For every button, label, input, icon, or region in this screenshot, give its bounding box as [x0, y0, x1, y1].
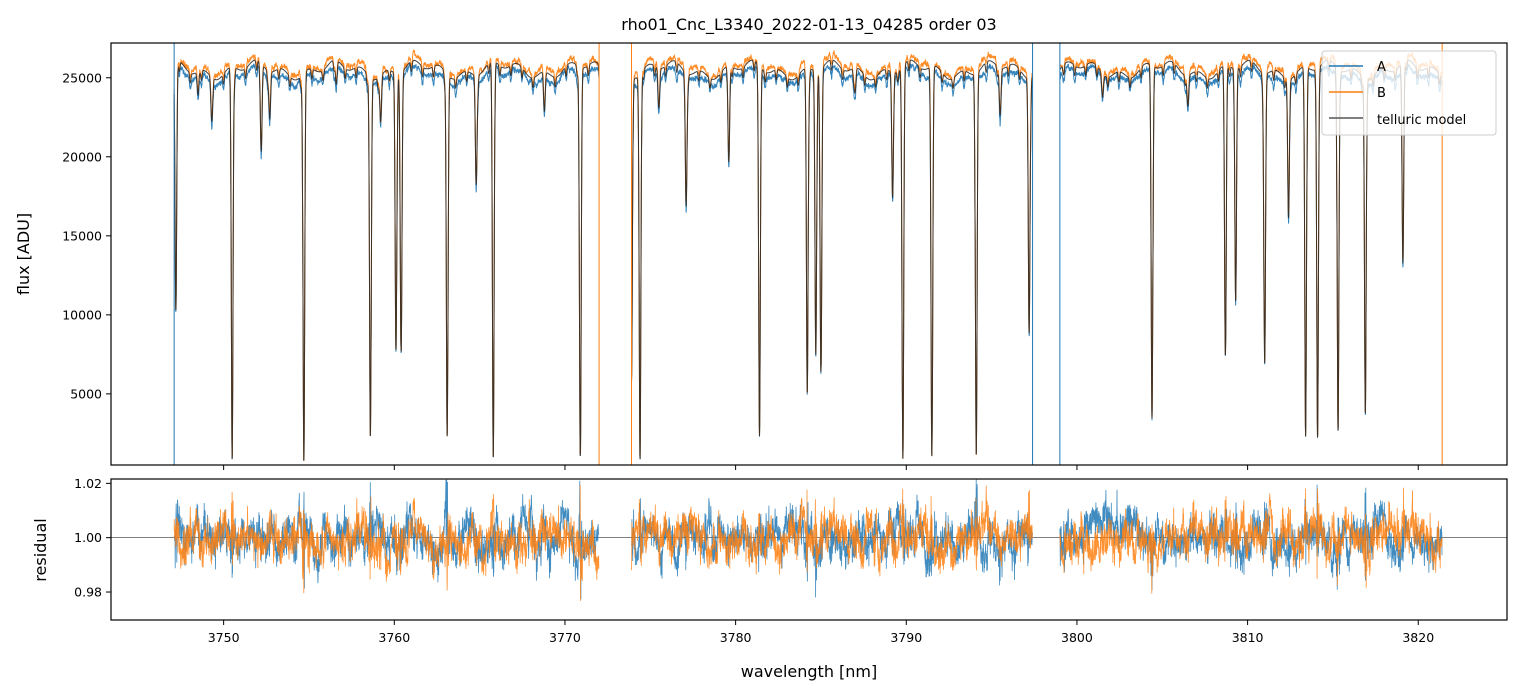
series-a-line-segment-2 — [631, 63, 1033, 460]
bottom-y-tick-label: 1.00 — [74, 530, 102, 545]
x-tick-label: 3820 — [1402, 630, 1434, 645]
residual-b-line-segment-1 — [173, 484, 600, 601]
legend: A B telluric model — [1321, 50, 1497, 136]
legend-label-telluric: telluric model — [1377, 113, 1466, 128]
residual-panel: 0.98 1.00 1.02 3750 3760 3770 3780 3790 3800 3810… — [74, 476, 1508, 645]
series-b-line-segment-1 — [173, 49, 600, 461]
x-tick-label: 3790 — [890, 630, 922, 645]
x-tick-label: 3810 — [1232, 630, 1264, 645]
bottom-plot-frame — [110, 478, 1508, 621]
bottom-y-axis-label: residual — [31, 518, 50, 581]
bottom-y-tick-label: 1.02 — [74, 476, 102, 491]
x-axis-label: wavelength [nm] — [741, 662, 878, 681]
series-b-line-segment-2 — [631, 50, 1033, 460]
top-y-tick-label: 25000 — [62, 70, 102, 85]
flux-panel: 5000 10000 15000 20000 25000 — [62, 42, 1508, 470]
x-tick-label: 3770 — [549, 630, 581, 645]
legend-label-a: A — [1377, 60, 1386, 75]
top-y-tick-label: 10000 — [62, 307, 102, 322]
x-tick-label: 3780 — [720, 630, 752, 645]
legend-label-b: B — [1377, 86, 1386, 101]
top-y-tick-label: 15000 — [62, 228, 102, 243]
chart-title: rho01_Cnc_L3340_2022-01-13_04285 order 0… — [621, 15, 996, 35]
x-tick-label: 3760 — [378, 630, 410, 645]
top-y-tick-label: 20000 — [62, 149, 102, 164]
telluric-model-line-segment-1 — [173, 59, 600, 461]
residual-b-line-segment-2 — [631, 485, 1033, 577]
top-y-tick-label: 5000 — [70, 386, 102, 401]
residual-b-line-segment-3 — [1059, 487, 1443, 594]
telluric-model-line-segment-2 — [631, 59, 1033, 460]
top-plot-frame — [110, 42, 1508, 466]
series-a-line-segment-1 — [173, 62, 600, 461]
bottom-y-tick-label: 0.98 — [74, 585, 102, 600]
top-y-axis-label: flux [ADU] — [14, 213, 33, 295]
x-tick-label: 3750 — [208, 630, 240, 645]
x-tick-label: 3800 — [1061, 630, 1093, 645]
